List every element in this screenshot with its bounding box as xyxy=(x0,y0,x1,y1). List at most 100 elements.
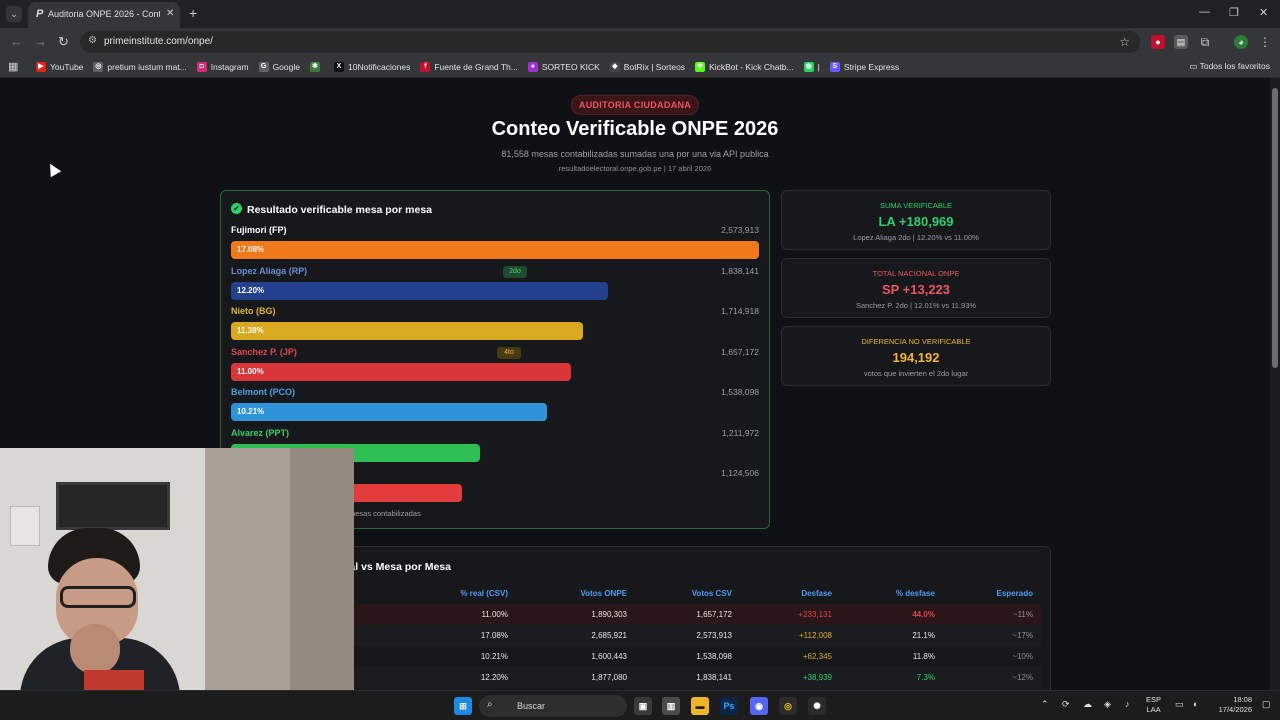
webcam-shelf xyxy=(10,506,40,546)
clock-date: 17/4/2026 xyxy=(1218,705,1252,714)
minimize-icon[interactable]: — xyxy=(1199,6,1210,18)
notifications-icon[interactable]: ▢ xyxy=(1262,699,1271,709)
bookmark-label: pretium iustum mat... xyxy=(107,62,187,72)
candidate-row: Nieto (BG) 1,714,918 11.38% xyxy=(231,306,759,344)
candidate-votes: 1,211,972 xyxy=(721,427,759,438)
search-icon: ⌕ xyxy=(487,699,493,710)
candidate-bar-track: 10.21% xyxy=(231,403,759,421)
tab-search-icon[interactable]: ⌄ xyxy=(6,6,22,22)
whatsapp-icon: ◍ xyxy=(803,62,814,72)
extension-record-icon[interactable]: ● xyxy=(1151,35,1165,49)
candidate-votes: 1,124,506 xyxy=(721,468,759,478)
bookmark-item[interactable]: S Stripe Express xyxy=(829,62,900,72)
reload-icon[interactable]: ↻ xyxy=(58,34,69,49)
bookmark-item[interactable]: ▶ YouTube xyxy=(36,62,83,72)
restore-icon[interactable]: ❐ xyxy=(1229,7,1239,19)
comparison-table-title: nal vs Mesa por Mesa xyxy=(343,561,451,573)
bookmark-label: KickBot - Kick Chatb... xyxy=(709,62,794,72)
url-text[interactable]: primeinstitute.com/onpe/ xyxy=(104,36,213,47)
photoshop-icon[interactable]: Ps xyxy=(720,697,738,715)
address-bar[interactable]: ⚙ primeinstitute.com/onpe/ ☆ xyxy=(80,31,1140,53)
chrome-icon[interactable]: ◎ xyxy=(779,697,797,715)
browser-menu-icon[interactable]: ⋮ xyxy=(1259,35,1271,49)
language-indicator[interactable]: ESP LAA xyxy=(1146,695,1161,715)
page-scrollbar[interactable] xyxy=(1270,78,1280,690)
candidate-bar-track: 11.00% xyxy=(231,362,759,381)
bookmark-item[interactable]: ✱ xyxy=(309,62,324,72)
browser-tab[interactable]: P Auditoria ONPE 2026 - Conteo ✕ xyxy=(28,2,180,28)
candidate-votes: 1,538,098 xyxy=(721,387,759,397)
bookmark-item[interactable]: G Google xyxy=(258,62,300,72)
bookmark-label: Stripe Express xyxy=(843,62,900,72)
stat-card: SUMA VERIFICABLE LA +180,969 Lopez Aliaga … xyxy=(781,190,1051,250)
webcam-tv xyxy=(56,482,170,530)
bookmark-item[interactable]: ◘ Instagram xyxy=(196,62,249,72)
all-bookmarks-folder[interactable]: ▭ Todos los favoritos xyxy=(1189,61,1270,71)
bookmark-item[interactable]: ✚ KickBot - Kick Chatb... xyxy=(695,62,794,72)
bookmark-item[interactable]: ◆ BotRix | Sorteos xyxy=(609,62,686,72)
candidate-name: Alvarez (PPT) xyxy=(231,427,290,438)
back-icon[interactable]: ← xyxy=(10,34,23,49)
tray-app-icon[interactable]: ◈ xyxy=(1104,699,1111,709)
candidate-bar-track: 12.20% xyxy=(231,281,759,300)
site-info-icon[interactable]: ⚙ xyxy=(88,35,97,46)
webcam-door-panel xyxy=(290,448,354,690)
candidate-percent: 10.21% xyxy=(237,407,265,416)
close-window-icon[interactable]: ✕ xyxy=(1259,7,1269,19)
table-header-cell: Votos ONPE xyxy=(580,589,627,598)
webcam-chair xyxy=(84,670,144,690)
bookmark-item[interactable]: ◍ | xyxy=(803,62,820,72)
tab-favicon-icon: P xyxy=(36,8,44,20)
table-cell: 1,877,080 xyxy=(591,673,627,682)
table-row: 10.21% 1,600,443 1,538,098 +62,345 11.8% ~10% xyxy=(231,646,1041,667)
bookmark-item[interactable]: f Fuente de Grand Th... xyxy=(420,62,518,72)
language-line2: LAA xyxy=(1146,705,1161,714)
new-tab-icon[interactable]: + xyxy=(189,5,198,21)
candidate-percent: 11.38% xyxy=(237,326,264,335)
apps-grid-icon[interactable]: ▦ xyxy=(8,61,19,73)
stat-card: TOTAL NACIONAL ONPE SP +13,223 Sanchez P. … xyxy=(781,258,1051,318)
pinwheel-icon: ✱ xyxy=(309,62,320,72)
task-view-icon[interactable]: ▣ xyxy=(634,697,652,715)
tray-cloud-icon[interactable]: ☁ xyxy=(1083,699,1092,709)
check-circle-icon: ✓ xyxy=(231,203,242,214)
stat-label: SUMA VERIFICABLE xyxy=(879,201,953,210)
bookmark-label: BotRix | Sorteos xyxy=(623,62,686,72)
file-explorer-icon[interactable]: ▬ xyxy=(691,697,709,715)
table-cell: 1,890,303 xyxy=(591,610,627,619)
taskbar-search[interactable]: ⌕ Buscar xyxy=(479,695,627,717)
bookmark-star-icon[interactable]: ☆ xyxy=(1119,35,1130,49)
audit-badge: AUDITORIA CIUDADANA xyxy=(571,95,699,115)
windows-start-icon[interactable]: ⊞ xyxy=(454,697,472,715)
fandom-icon: f xyxy=(420,62,431,72)
app-extra-icon[interactable]: ✺ xyxy=(808,697,826,715)
extensions-puzzle-icon[interactable]: ⧉ xyxy=(1200,35,1210,49)
forward-icon[interactable]: → xyxy=(34,34,47,49)
volume-icon[interactable]: ◖ xyxy=(1192,699,1198,709)
candidate-bar: 17.08% xyxy=(231,241,759,259)
discord-icon[interactable]: ◉ xyxy=(750,697,768,715)
stat-note: votos que invierten el 2do lugar xyxy=(863,369,969,378)
webcam-overlay xyxy=(0,448,354,690)
profile-avatar[interactable]: ◕ xyxy=(1234,35,1248,49)
bookmark-label: Google xyxy=(272,62,300,72)
app-icon[interactable]: ▥ xyxy=(662,697,680,715)
candidate-bar-track: 17.08% xyxy=(231,241,759,259)
bookmark-item[interactable]: ◎ pretium iustum mat... xyxy=(93,62,187,72)
system-clock[interactable]: 18:08 17/4/2026 xyxy=(1210,695,1252,715)
tab-close-icon[interactable]: ✕ xyxy=(166,8,175,19)
botrix-icon: ◆ xyxy=(609,62,620,72)
candidate-name: Sanchez P. (JP) xyxy=(231,346,297,357)
candidate-percent: 11.00% xyxy=(237,366,264,376)
table-cell: 2,573,913 xyxy=(696,631,732,640)
bookmark-item[interactable]: X 10Notificaciones xyxy=(333,62,410,72)
extension-card-icon[interactable]: ▤ xyxy=(1174,35,1188,49)
bookmark-item[interactable]: ● SORTEO KICK xyxy=(527,62,600,72)
network-icon[interactable]: ▭ xyxy=(1175,699,1184,709)
tray-chevron-icon[interactable]: ⌃ xyxy=(1041,699,1049,709)
table-cell: 11.00% xyxy=(481,610,508,619)
tray-sync-icon[interactable]: ⟳ xyxy=(1062,699,1070,709)
scrollbar-thumb[interactable] xyxy=(1272,88,1278,368)
candidate-bar: 11.00% xyxy=(231,362,571,381)
tray-mic-icon[interactable]: ♪ xyxy=(1125,699,1130,709)
